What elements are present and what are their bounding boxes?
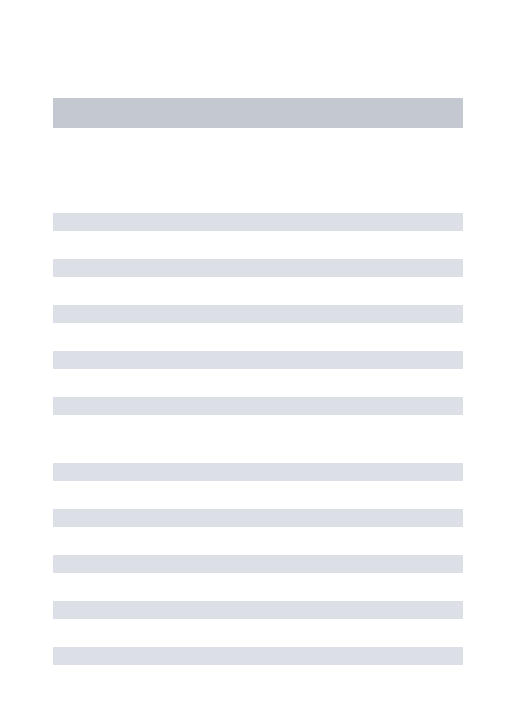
skeleton-group-2	[53, 463, 463, 665]
skeleton-group-1	[53, 213, 463, 415]
skeleton-line	[53, 351, 463, 369]
skeleton-container	[0, 0, 516, 665]
skeleton-line	[53, 555, 463, 573]
skeleton-header	[53, 98, 463, 128]
skeleton-line	[53, 463, 463, 481]
skeleton-line	[53, 259, 463, 277]
skeleton-line	[53, 647, 463, 665]
skeleton-line	[53, 213, 463, 231]
skeleton-line	[53, 305, 463, 323]
skeleton-line	[53, 601, 463, 619]
skeleton-line	[53, 397, 463, 415]
skeleton-line	[53, 509, 463, 527]
